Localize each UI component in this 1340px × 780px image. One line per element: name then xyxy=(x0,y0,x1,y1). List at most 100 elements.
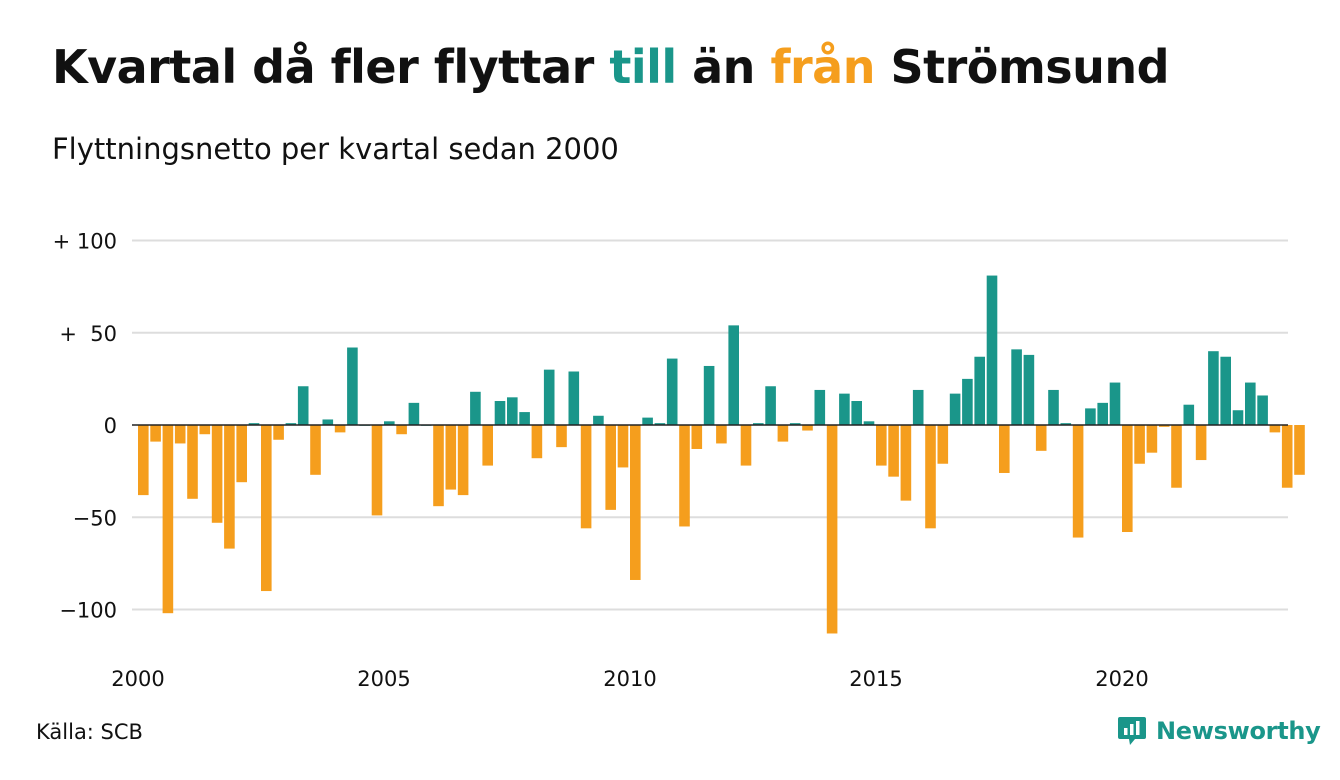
bar: 2001 K2: -5 xyxy=(199,425,211,435)
bar: 2019 K2: 9 xyxy=(1085,408,1096,425)
bar: 2005 K1: 2 xyxy=(384,421,395,425)
bar: 2020 K3: -15 xyxy=(1146,425,1158,453)
x-tick-label: 2000 xyxy=(111,667,164,691)
bar: 2016 K1: -56 xyxy=(925,425,936,529)
bar: 2010 K1: -84 xyxy=(630,425,641,580)
bar: 2001 K3: -53 xyxy=(211,425,223,523)
bar: 2006 K3: -38 xyxy=(457,425,469,496)
bar: 2006 K1: -44 xyxy=(433,425,444,507)
bar: 2022 K4: 16 xyxy=(1257,395,1268,425)
bar: 2001 K1: -40 xyxy=(187,425,198,499)
y-tick-label: −100 xyxy=(59,599,117,623)
bar: 2012 K3: 1 xyxy=(753,423,764,425)
bar: 2023 K3: -27 xyxy=(1294,425,1305,475)
title-highlight-in: till xyxy=(609,40,677,94)
bar: 2019 K1: -61 xyxy=(1072,425,1084,538)
grid-layer xyxy=(132,239,1288,611)
bar: 2015 K2: -28 xyxy=(888,425,899,477)
bar: 2020 K1: -58 xyxy=(1122,425,1133,533)
bar: 2018 K4: 1 xyxy=(1060,423,1072,425)
bar: 2007 K2: 13 xyxy=(494,401,506,425)
bar: 2020 K2: -21 xyxy=(1134,425,1145,464)
bar: 2009 K2: 5 xyxy=(593,415,604,425)
bar: 2018 K2: -14 xyxy=(1035,425,1047,451)
title-part-2: än xyxy=(676,40,771,94)
bar: 2000 K3: -102 xyxy=(162,425,174,614)
bar: 2017 K1: 37 xyxy=(974,356,985,426)
bar: 2013 K2: 1 xyxy=(789,423,801,425)
title-part-3: Strömsund xyxy=(874,40,1170,94)
y-axis: + 100 + 50 0 −50 −100 xyxy=(53,230,117,623)
bar: 2022 K1: 37 xyxy=(1220,356,1231,426)
bar: 2014 K4: 2 xyxy=(863,421,875,425)
bar: 2008 K4: 29 xyxy=(568,371,580,426)
y-tick-label: + 100 xyxy=(53,230,117,254)
bar: 2005 K2: -5 xyxy=(396,425,407,435)
bar: 2011 K3: 32 xyxy=(703,365,715,425)
bar: 2022 K2: 8 xyxy=(1232,410,1244,425)
bar: 2017 K2: 81 xyxy=(986,275,998,425)
bar: 2018 K1: 38 xyxy=(1023,354,1035,425)
bar: 2019 K3: 12 xyxy=(1097,402,1108,425)
bar: 2009 K1: -56 xyxy=(580,425,592,529)
bar: 2018 K3: 19 xyxy=(1048,389,1059,425)
bar: 2000 K2: -9 xyxy=(150,425,161,442)
y-tick-label: 0 xyxy=(104,414,117,438)
bar: 2003 K2: 21 xyxy=(297,386,309,425)
chart-subtitle: Flyttningsnetto per kvartal sedan 2000 xyxy=(52,132,619,166)
bar: 2015 K3: -41 xyxy=(900,425,912,501)
bar: 2017 K4: 41 xyxy=(1011,349,1022,425)
bar: 2003 K1: 1 xyxy=(285,423,297,425)
bar: 2017 K3: -26 xyxy=(999,425,1010,473)
bar: 2023 K2: -34 xyxy=(1281,425,1293,488)
bar: 2000 K4: -10 xyxy=(174,425,186,444)
bar: 2010 K4: 36 xyxy=(666,358,678,425)
bar: 2009 K4: -23 xyxy=(617,425,629,468)
bar: 2013 K4: 19 xyxy=(814,389,826,425)
bar: 2012 K2: -22 xyxy=(740,425,752,466)
x-tick-label: 2020 xyxy=(1095,667,1148,691)
bar: 2011 K2: -13 xyxy=(691,425,703,449)
bar: 2007 K4: 7 xyxy=(519,412,530,425)
bar: 2004 K2: 42 xyxy=(347,347,358,425)
bar: 2021 K1: -34 xyxy=(1171,425,1182,488)
bar: 2000 K1: -38 xyxy=(138,425,149,496)
title-part-1: Kvartal då fler flyttar xyxy=(52,40,610,94)
newsworthy-logo: Newsworthy xyxy=(1117,714,1321,748)
bar: 2015 K1: -22 xyxy=(876,425,887,466)
bar: 2008 K1: -18 xyxy=(531,425,543,459)
bar: 2003 K4: 3 xyxy=(322,419,334,425)
bar: 2006 K4: 18 xyxy=(470,391,481,425)
title-highlight-out: från xyxy=(770,40,875,94)
x-axis: 2000 2005 2010 2015 2020 xyxy=(111,667,1148,691)
bar: 2011 K1: -55 xyxy=(679,425,690,527)
y-tick-label: −50 xyxy=(73,506,117,530)
source-note: Källa: SCB xyxy=(36,720,143,744)
bar: 2013 K3: -3 xyxy=(802,425,813,431)
newsworthy-logo-icon xyxy=(1118,717,1146,745)
newsworthy-logo-text: Newsworthy xyxy=(1156,717,1321,745)
bar: 2009 K3: -46 xyxy=(605,425,616,510)
bar: 2008 K2: 30 xyxy=(543,369,555,425)
bar: 2019 K4: 23 xyxy=(1109,382,1121,425)
bar: 2012 K4: 21 xyxy=(765,386,776,425)
x-tick-label: 2015 xyxy=(849,667,902,691)
bar: 2015 K4: 19 xyxy=(912,389,924,425)
bar: 2011 K4: -10 xyxy=(716,425,727,444)
bar: 2010 K2: 4 xyxy=(642,417,653,425)
bar: 2021 K3: -19 xyxy=(1195,425,1207,461)
bar: 2014 K2: 17 xyxy=(839,393,850,425)
chart-title: Kvartal då fler flyttar till än från Str… xyxy=(52,40,1170,94)
bar: 2002 K2: 1 xyxy=(248,423,260,425)
bar: 2004 K4: -49 xyxy=(371,425,383,516)
bar: 2021 K4: 40 xyxy=(1208,351,1219,425)
bars-layer: 2000 K1: -382000 K2: -92000 K3: -1022000… xyxy=(132,275,1305,634)
bar: 2004 K1: -4 xyxy=(334,425,346,433)
bar: 2001 K4: -67 xyxy=(224,425,235,549)
bar: 2020 K4: -1 xyxy=(1158,425,1170,427)
bar: 2016 K2: -21 xyxy=(937,425,949,464)
bar: 2006 K2: -35 xyxy=(445,425,457,490)
x-tick-label: 2010 xyxy=(603,667,656,691)
bar: 2013 K1: -9 xyxy=(777,425,789,442)
